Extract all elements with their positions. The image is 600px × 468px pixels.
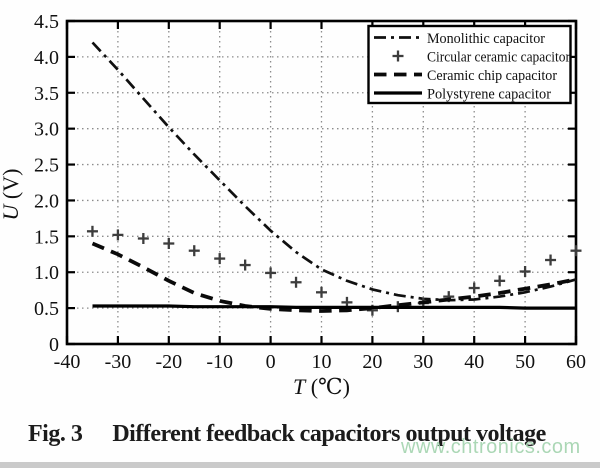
y-tick-label: 1.5: [34, 226, 59, 248]
series-monolithic-capacitor: [91, 41, 577, 302]
x-tick-label: 20: [362, 351, 382, 373]
series-circular-ceramic-capacitor: [86, 225, 582, 316]
x-tick-label: 40: [464, 351, 484, 373]
x-tick-label: 50: [515, 351, 535, 373]
legend-entry-monolithic-capacitor: Monolithic capacitor: [374, 31, 545, 47]
x-tick-label: 60: [566, 351, 586, 373]
series-ceramic-chip-capacitor: [91, 241, 577, 313]
y-axis-label: U (V): [0, 169, 23, 221]
legend-label: Circular ceramic capacitor: [427, 50, 570, 66]
y-tick-label: 4.0: [34, 47, 59, 69]
legend-label: Ceramic chip capacitor: [427, 68, 557, 84]
page-bottom-strip: [0, 462, 600, 468]
y-tick-label: 0.5: [34, 298, 59, 320]
figure-caption-text: Different feedback capacitors output vol…: [112, 421, 546, 447]
y-axis-tick-labels: 0 0.5 1.0 1.5 2.0 2.5 3.0 3.5 4.0 4.5: [34, 11, 59, 356]
legend-label: Polystyrene capacitor: [427, 87, 551, 103]
legend-label: Monolithic capacitor: [427, 31, 545, 47]
y-tick-label: 3.5: [34, 83, 59, 105]
x-axis-label: T (℃): [293, 374, 350, 399]
figure-caption: Fig. 3 Different feedback capacitors out…: [28, 421, 546, 448]
legend-entry-polystyrene-capacitor: Polystyrene capacitor: [374, 87, 551, 103]
y-tick-label: 3.0: [34, 119, 59, 141]
y-tick-label: 2.5: [34, 155, 59, 177]
legend-entry-circular-ceramic-capacitor: Circular ceramic capacitor: [392, 50, 570, 66]
legend: Monolithic capacitor Circular ceramic cap…: [367, 24, 572, 105]
x-tick-label: -30: [105, 351, 132, 373]
y-tick-label: 4.5: [34, 11, 59, 33]
tick-marks: [65, 19, 578, 346]
y-tick-label: 2.0: [34, 190, 59, 212]
legend-box: [367, 24, 572, 105]
figure-caption-label: Fig. 3: [28, 421, 83, 447]
watermark-text: www.chtronics.com: [401, 436, 581, 458]
series-polystyrene-capacitor: [92, 304, 576, 310]
voltage-vs-temperature-chart: -40 -30 -20 -10 0 10 20 30 40 50 60 0 0.5 1.0 1.5 2.0 2.…: [0, 11, 586, 399]
x-tick-label: -10: [206, 351, 233, 373]
x-tick-label: 10: [312, 351, 332, 373]
legend-entry-ceramic-chip-capacitor: Ceramic chip capacitor: [374, 68, 557, 84]
x-axis-tick-labels: -40 -30 -20 -10 0 10 20 30 40 50 60: [54, 351, 586, 373]
y-tick-label: 1.0: [34, 262, 59, 284]
x-tick-label: -40: [54, 351, 81, 373]
grid-lines: [67, 21, 576, 344]
y-tick-label: 0: [49, 334, 59, 356]
x-tick-label: 0: [266, 351, 276, 373]
x-tick-label: -20: [155, 351, 182, 373]
x-tick-label: 30: [413, 351, 433, 373]
